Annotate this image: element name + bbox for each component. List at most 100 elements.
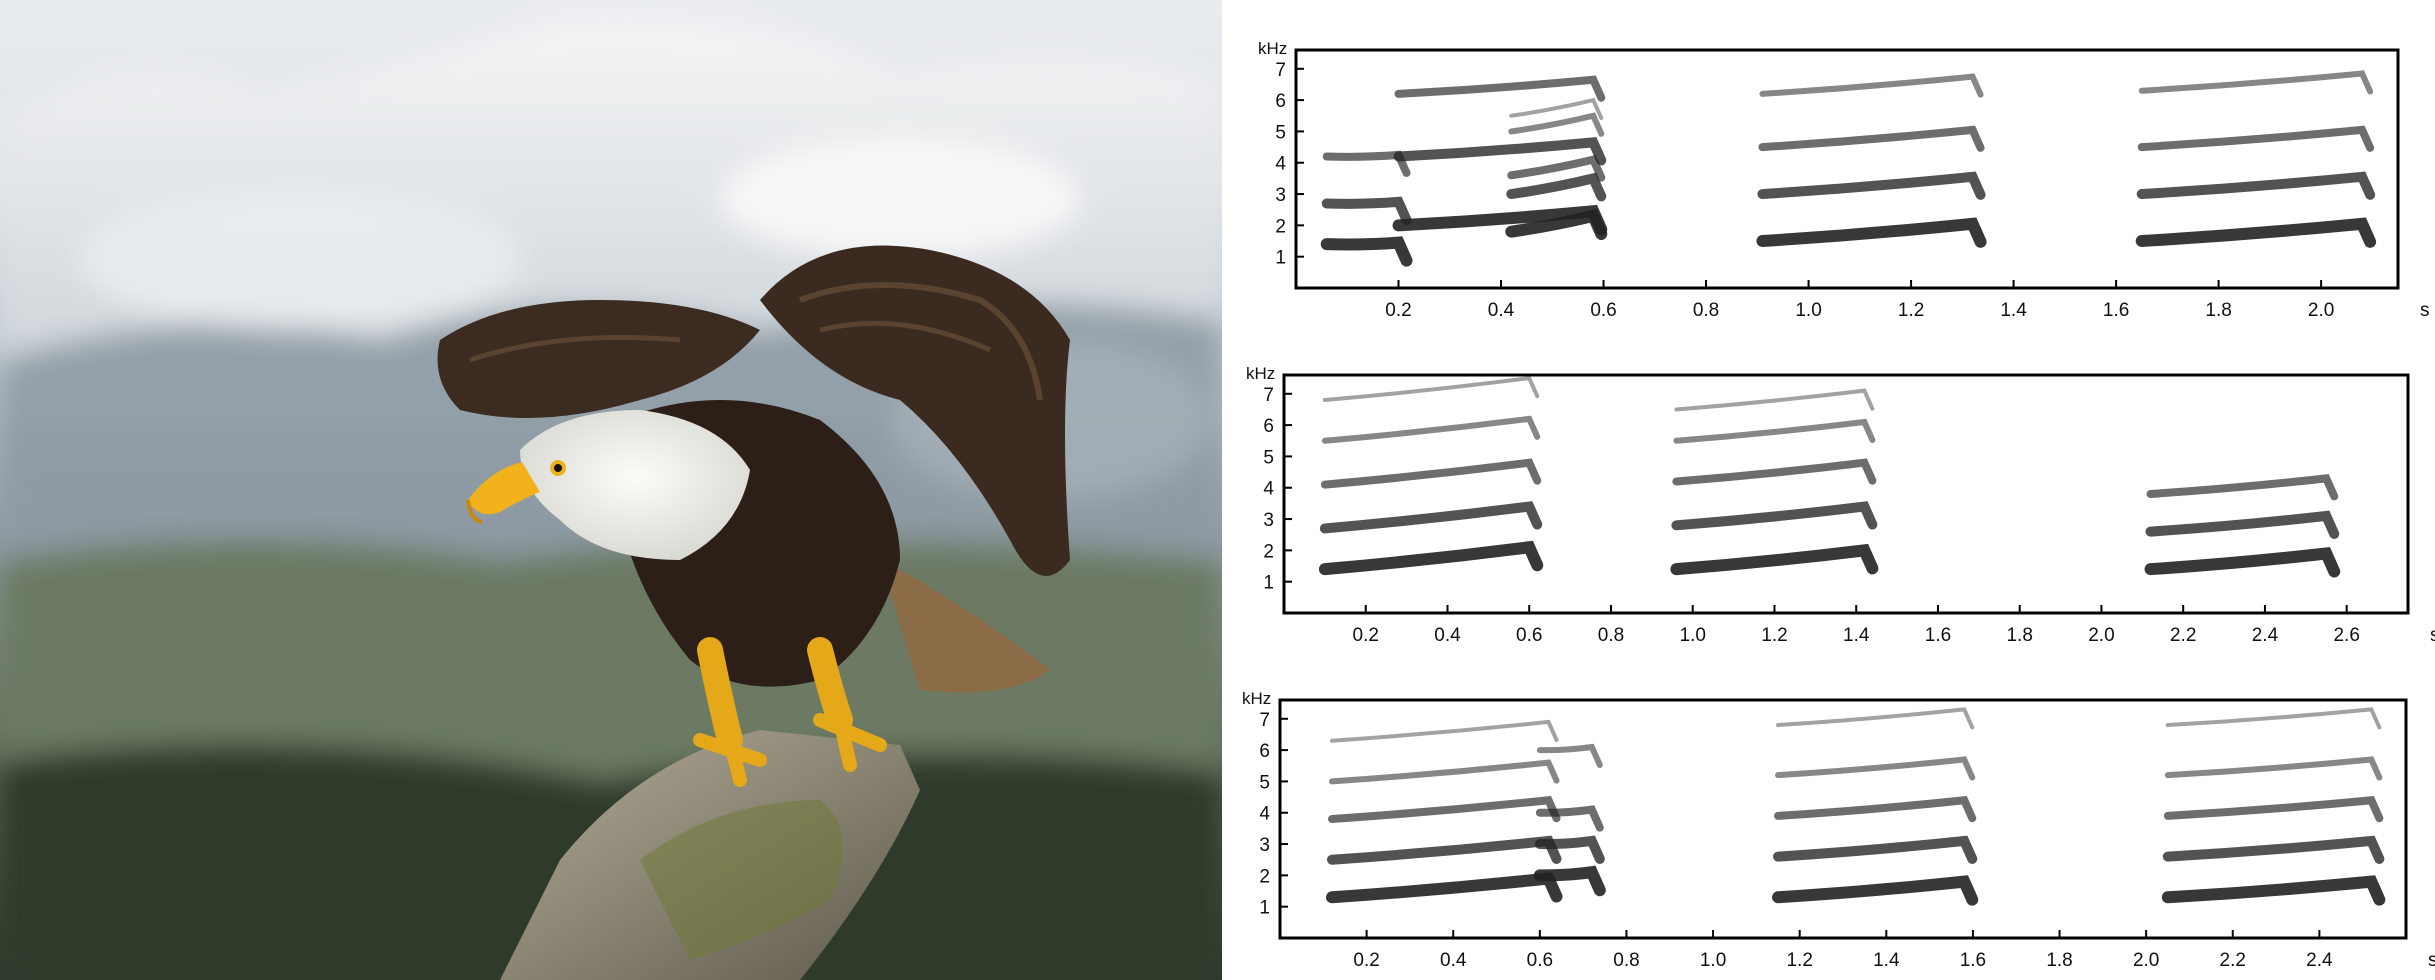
y-unit-label: kHz — [1258, 39, 1287, 58]
y-tick-label: 1 — [1259, 898, 1270, 919]
harmonic-band — [1329, 719, 1559, 743]
harmonic-band — [1671, 501, 1878, 531]
x-unit-label: s — [2428, 950, 2435, 971]
call-group — [1325, 707, 2386, 906]
y-tick-label: 7 — [1259, 710, 1270, 731]
x-tick-label: 0.4 — [1434, 625, 1461, 646]
x-tick-label: 0.2 — [1385, 300, 1411, 321]
spectrogram-2: 1 2 3 4 5 6 7 0.2 0.4 0.6 0.8 1.0 1.2 1.4 1.6 1.8 2.0 2.2… — [1246, 364, 2435, 646]
harmonic-band — [2146, 474, 2339, 501]
x-tick-label: 1.4 — [1843, 625, 1870, 646]
x-tick-label: 2.2 — [2220, 950, 2246, 971]
y-tick-label: 2 — [1259, 866, 1270, 887]
harmonic-band — [1536, 743, 1603, 768]
x-tick-label: 0.2 — [1353, 950, 1379, 971]
harmonic-band — [1322, 375, 1540, 403]
x-tick-label: 1.0 — [1700, 950, 1726, 971]
y-tick-label: 2 — [1275, 216, 1286, 237]
harmonic-band — [2137, 125, 2375, 152]
y-tick-label: 3 — [1263, 510, 1274, 531]
harmonic-band — [1393, 137, 1607, 166]
harmonic-band — [1320, 236, 1413, 267]
plot-frame — [1294, 48, 2400, 290]
x-tick-label: 2.4 — [2306, 950, 2333, 971]
harmonic-band — [1757, 171, 1986, 200]
harmonic-band — [1670, 543, 1879, 576]
x-tick-label: 0.8 — [1693, 300, 1719, 321]
harmonic-band — [1775, 756, 1976, 781]
y-unit-label: kHz — [1242, 689, 1271, 708]
x-tick-label: 0.2 — [1353, 625, 1379, 646]
harmonic-band — [1319, 501, 1543, 534]
y-tick-label: 7 — [1275, 60, 1286, 81]
harmonic-band — [2164, 756, 2383, 781]
spectrogram-3: 1 2 3 4 5 6 7 0.2 0.4 0.6 0.8 1.0 1.2 1.4 1.6 1.8 2.0 2.2… — [1242, 689, 2435, 971]
x-tick-label: 1.4 — [2000, 300, 2027, 321]
harmonic-band — [1318, 540, 1544, 576]
x-tick-label: 1.2 — [1786, 950, 1812, 971]
plot-frame — [1282, 373, 2410, 615]
harmonic-band — [1533, 865, 1606, 897]
harmonic-band — [2161, 875, 2386, 906]
y-tick-label: 6 — [1259, 741, 1270, 762]
x-tick-label: 2.6 — [2333, 625, 2359, 646]
x-tick-label: 0.8 — [1613, 950, 1639, 971]
call-group — [1320, 70, 2377, 267]
spectrogram-panel-1: 1 2 3 4 5 6 7 0.2 0.4 0.6 0.8 1.0 1.2 1.4 1.6 1.8 2.0 kHz… — [1222, 30, 2435, 330]
harmonic-band — [2163, 795, 2384, 823]
harmonic-band — [1505, 208, 1608, 240]
harmonic-band — [1535, 805, 1604, 832]
y-tick-label: 1 — [1275, 248, 1286, 269]
x-tick-label: 2.0 — [2308, 300, 2334, 321]
y-tick-label: 6 — [1263, 416, 1274, 437]
y-tick-label: 2 — [1263, 541, 1274, 562]
x-tick-label: 2.0 — [2088, 625, 2114, 646]
x-tick-label: 0.6 — [1590, 300, 1616, 321]
x-tick-label: 1.6 — [2103, 300, 2129, 321]
harmonic-band — [1326, 835, 1562, 865]
x-tick-label: 1.8 — [2046, 950, 2072, 971]
y-tick-label: 4 — [1263, 479, 1274, 500]
harmonic-band — [1506, 172, 1607, 202]
spectrogram-panel-2: 1 2 3 4 5 6 7 0.2 0.4 0.6 0.8 1.0 1.2 1.4 1.6 1.8 2.0 2.2… — [1222, 355, 2435, 655]
harmonic-band — [1325, 872, 1563, 904]
harmonic-band — [1321, 196, 1412, 225]
x-tick-label: 0.6 — [1516, 625, 1542, 646]
x-tick-label: 1.2 — [1761, 625, 1787, 646]
y-tick-label: 1 — [1263, 573, 1274, 594]
harmonic-band — [1394, 75, 1606, 102]
x-unit-label: s — [2430, 625, 2435, 646]
y-tick-label: 3 — [1275, 185, 1286, 206]
eagle-photo-illustration — [0, 18, 1222, 980]
y-tick-label: 7 — [1263, 385, 1274, 406]
y-tick-label: 3 — [1259, 835, 1270, 856]
harmonic-band — [1774, 795, 1977, 823]
spectrogram-panel-3: 1 2 3 4 5 6 7 0.2 0.4 0.6 0.8 1.0 1.2 1.4 1.6 1.8 2.0 2.2… — [1222, 680, 2435, 980]
harmonic-band — [2138, 70, 2374, 95]
y-tick-label: 5 — [1263, 447, 1274, 468]
harmonic-band — [1509, 97, 1604, 121]
harmonic-band — [2136, 171, 2376, 200]
harmonic-band — [1758, 125, 1985, 152]
harmonic-band — [2162, 835, 2385, 864]
harmonic-band — [1772, 875, 1979, 906]
y-unit-label: kHz — [1246, 364, 1275, 383]
x-tick-label: 0.6 — [1527, 950, 1553, 971]
x-tick-label: 2.0 — [2133, 950, 2159, 971]
harmonic-band — [1392, 204, 1608, 236]
x-tick-label: 1.0 — [1680, 625, 1706, 646]
harmonic-band — [1320, 458, 1542, 489]
harmonic-band — [1328, 759, 1560, 785]
x-tick-label: 2.2 — [2170, 625, 2196, 646]
call-group — [1318, 375, 2341, 578]
harmonic-band — [2145, 510, 2340, 539]
harmonic-band — [2135, 217, 2377, 248]
x-tick-label: 1.0 — [1795, 300, 1821, 321]
y-tick-label: 5 — [1259, 772, 1270, 793]
harmonic-band — [1674, 388, 1875, 412]
x-tick-label: 0.4 — [1440, 950, 1467, 971]
y-tick-label: 5 — [1275, 122, 1286, 143]
x-tick-label: 2.4 — [2252, 625, 2279, 646]
x-tick-label: 0.4 — [1488, 300, 1515, 321]
y-tick-label: 6 — [1275, 91, 1286, 112]
